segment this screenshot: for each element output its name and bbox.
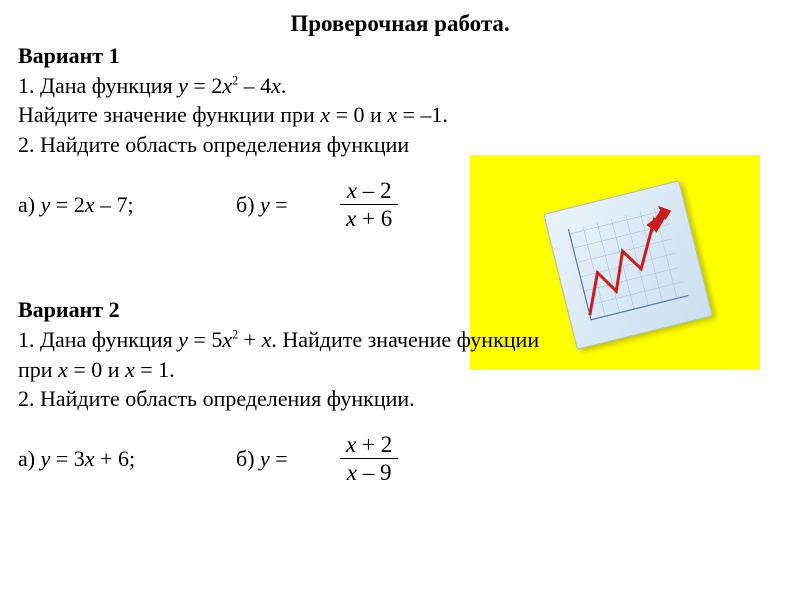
var-y: у [178, 73, 188, 98]
text: = [270, 446, 288, 471]
var-y: у [41, 192, 51, 217]
text: = 1. [135, 357, 175, 382]
fraction-numerator: х – 2 [341, 178, 398, 204]
fraction-numerator: х + 2 [340, 432, 398, 458]
var-y: у [260, 192, 270, 217]
v1-task1-line2: Найдите значение функции при х = 0 и х =… [18, 100, 782, 130]
var-y: у [260, 446, 270, 471]
v2-task2-b-label: б) у = [236, 444, 326, 474]
text: = 5 [188, 327, 222, 352]
text: = 2 [188, 73, 222, 98]
var-y: у [41, 446, 51, 471]
v1-task2-a: а) у = 2х – 7; [18, 190, 228, 220]
var-x: х [58, 357, 68, 382]
var-x: х [347, 460, 357, 485]
v1-task2-b-label: б) у = [236, 190, 326, 220]
var-y: у [178, 327, 188, 352]
var-x: х [347, 178, 357, 203]
var-x: х [222, 327, 232, 352]
var-x: х [125, 357, 135, 382]
text: б) [236, 446, 260, 471]
var-x: х [320, 102, 330, 127]
text: = 0 и [68, 357, 125, 382]
text: = 2 [50, 192, 84, 217]
text: – 4 [238, 73, 271, 98]
var-x: х [271, 73, 281, 98]
text: Найдите значение функции при [18, 102, 320, 127]
v2-task2-a: а) у = 3х + 6; [18, 444, 228, 474]
var-x: х [222, 73, 232, 98]
v1-fraction: х – 2 х + 6 [340, 178, 398, 232]
fraction-denominator: х + 6 [340, 205, 398, 231]
text: + 6 [356, 206, 392, 231]
text: . Найдите значение функции [271, 327, 539, 352]
v1-task1-line1: 1. Дана функция у = 2х2 – 4х. [18, 71, 782, 101]
text: 1. Дана функция [18, 327, 178, 352]
variant1-heading: Вариант 1 [18, 41, 782, 71]
v2-task1-line2: при х = 0 и х = 1. [18, 355, 782, 385]
text: – 9 [357, 460, 392, 485]
text: + 2 [356, 432, 392, 457]
variant2-heading: Вариант 2 [18, 295, 782, 325]
var-x: х [346, 206, 356, 231]
text: 1. Дана функция [18, 73, 178, 98]
spacer [18, 231, 782, 295]
text: + 6; [95, 446, 136, 471]
var-x: х [346, 432, 356, 457]
v1-task2-options: а) у = 2х – 7; б) у = х – 2 х + 6 [18, 178, 782, 232]
v1-task2-stem: 2. Найдите область определения функции [18, 130, 782, 160]
text: + [238, 327, 261, 352]
var-x: х [262, 327, 272, 352]
text: – 7; [95, 192, 134, 217]
text: б) [236, 192, 260, 217]
text: . [281, 73, 287, 98]
var-x: х [387, 102, 397, 127]
fraction-denominator: х – 9 [341, 459, 398, 485]
v2-fraction: х + 2 х – 9 [340, 432, 398, 486]
text: а) [18, 446, 41, 471]
variant2-section: Вариант 2 1. Дана функция у = 5х2 + х. Н… [18, 295, 782, 485]
text: – 2 [357, 178, 392, 203]
v2-task1-line1: 1. Дана функция у = 5х2 + х. Найдите зна… [18, 325, 782, 355]
text: при [18, 357, 58, 382]
text: = [270, 192, 288, 217]
var-x: х [85, 446, 95, 471]
page-title: Проверочная работа. [18, 8, 782, 39]
document-body: Проверочная работа. Вариант 1 1. Дана фу… [18, 8, 782, 486]
text: = 3 [50, 446, 84, 471]
text: а) [18, 192, 41, 217]
text: = –1. [397, 102, 448, 127]
var-x: х [85, 192, 95, 217]
text: = 0 и [330, 102, 387, 127]
v2-task2-options: а) у = 3х + 6; б) у = х + 2 х – 9 [18, 432, 782, 486]
v2-task2-stem: 2. Найдите область определения функции. [18, 384, 782, 414]
